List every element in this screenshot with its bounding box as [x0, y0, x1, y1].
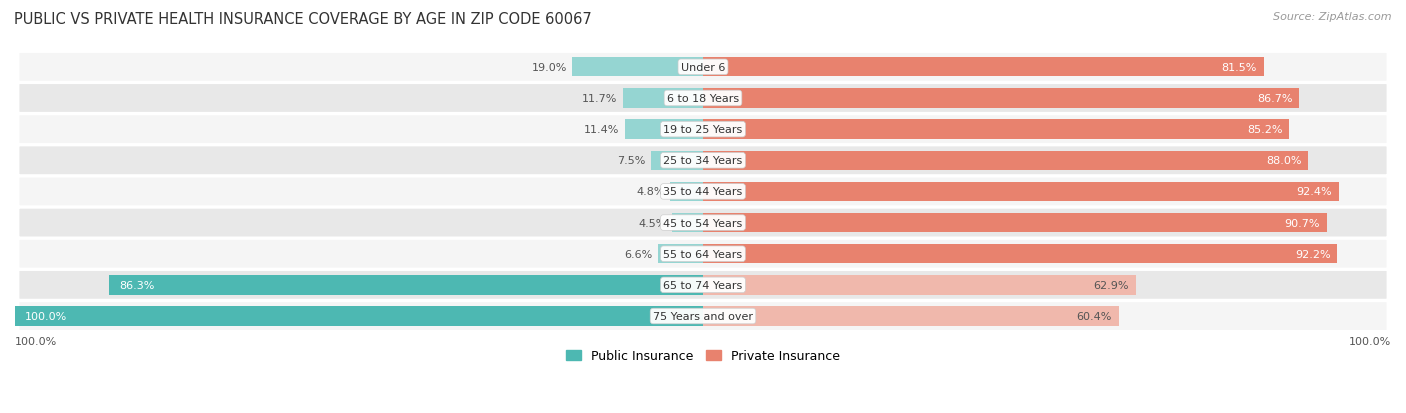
Text: 45 to 54 Years: 45 to 54 Years — [664, 218, 742, 228]
Bar — [624, 120, 703, 140]
Text: 86.3%: 86.3% — [120, 280, 155, 290]
Text: 75 Years and over: 75 Years and over — [652, 311, 754, 321]
FancyBboxPatch shape — [18, 84, 1388, 114]
Text: 100.0%: 100.0% — [15, 337, 58, 347]
Text: 4.8%: 4.8% — [636, 187, 665, 197]
Bar — [110, 275, 703, 295]
Text: 35 to 44 Years: 35 to 44 Years — [664, 187, 742, 197]
Bar — [703, 275, 1136, 295]
Bar — [703, 151, 1309, 171]
FancyBboxPatch shape — [18, 177, 1388, 207]
FancyBboxPatch shape — [18, 208, 1388, 238]
Bar — [703, 58, 1264, 77]
Bar — [572, 58, 703, 77]
FancyBboxPatch shape — [18, 146, 1388, 176]
Text: 11.4%: 11.4% — [583, 125, 619, 135]
Bar — [15, 306, 703, 326]
FancyBboxPatch shape — [18, 301, 1388, 331]
Bar — [703, 120, 1289, 140]
Text: 25 to 34 Years: 25 to 34 Years — [664, 156, 742, 166]
Bar — [658, 244, 703, 264]
Bar — [703, 306, 1119, 326]
Text: 100.0%: 100.0% — [25, 311, 67, 321]
Text: 65 to 74 Years: 65 to 74 Years — [664, 280, 742, 290]
Text: 81.5%: 81.5% — [1222, 63, 1257, 73]
Text: 6.6%: 6.6% — [624, 249, 652, 259]
Text: Under 6: Under 6 — [681, 63, 725, 73]
Text: 55 to 64 Years: 55 to 64 Years — [664, 249, 742, 259]
FancyBboxPatch shape — [18, 115, 1388, 145]
Legend: Public Insurance, Private Insurance: Public Insurance, Private Insurance — [561, 344, 845, 368]
Bar — [672, 214, 703, 233]
Bar — [651, 151, 703, 171]
Text: 100.0%: 100.0% — [1348, 337, 1391, 347]
Bar — [703, 89, 1299, 108]
Text: 4.5%: 4.5% — [638, 218, 666, 228]
Text: PUBLIC VS PRIVATE HEALTH INSURANCE COVERAGE BY AGE IN ZIP CODE 60067: PUBLIC VS PRIVATE HEALTH INSURANCE COVER… — [14, 12, 592, 27]
Text: 7.5%: 7.5% — [617, 156, 645, 166]
Text: 86.7%: 86.7% — [1257, 94, 1292, 104]
Text: 85.2%: 85.2% — [1247, 125, 1282, 135]
Bar — [703, 182, 1339, 202]
Text: 92.2%: 92.2% — [1295, 249, 1330, 259]
Text: 88.0%: 88.0% — [1265, 156, 1302, 166]
FancyBboxPatch shape — [18, 270, 1388, 300]
Bar — [703, 244, 1337, 264]
Text: 19 to 25 Years: 19 to 25 Years — [664, 125, 742, 135]
FancyBboxPatch shape — [18, 53, 1388, 83]
Text: 60.4%: 60.4% — [1077, 311, 1112, 321]
Text: 19.0%: 19.0% — [531, 63, 567, 73]
Text: 92.4%: 92.4% — [1296, 187, 1331, 197]
Text: 11.7%: 11.7% — [582, 94, 617, 104]
Bar — [671, 182, 703, 202]
Bar — [623, 89, 703, 108]
Bar — [703, 214, 1327, 233]
Text: 6 to 18 Years: 6 to 18 Years — [666, 94, 740, 104]
Text: 62.9%: 62.9% — [1094, 280, 1129, 290]
Text: Source: ZipAtlas.com: Source: ZipAtlas.com — [1274, 12, 1392, 22]
Text: 90.7%: 90.7% — [1285, 218, 1320, 228]
FancyBboxPatch shape — [18, 239, 1388, 269]
